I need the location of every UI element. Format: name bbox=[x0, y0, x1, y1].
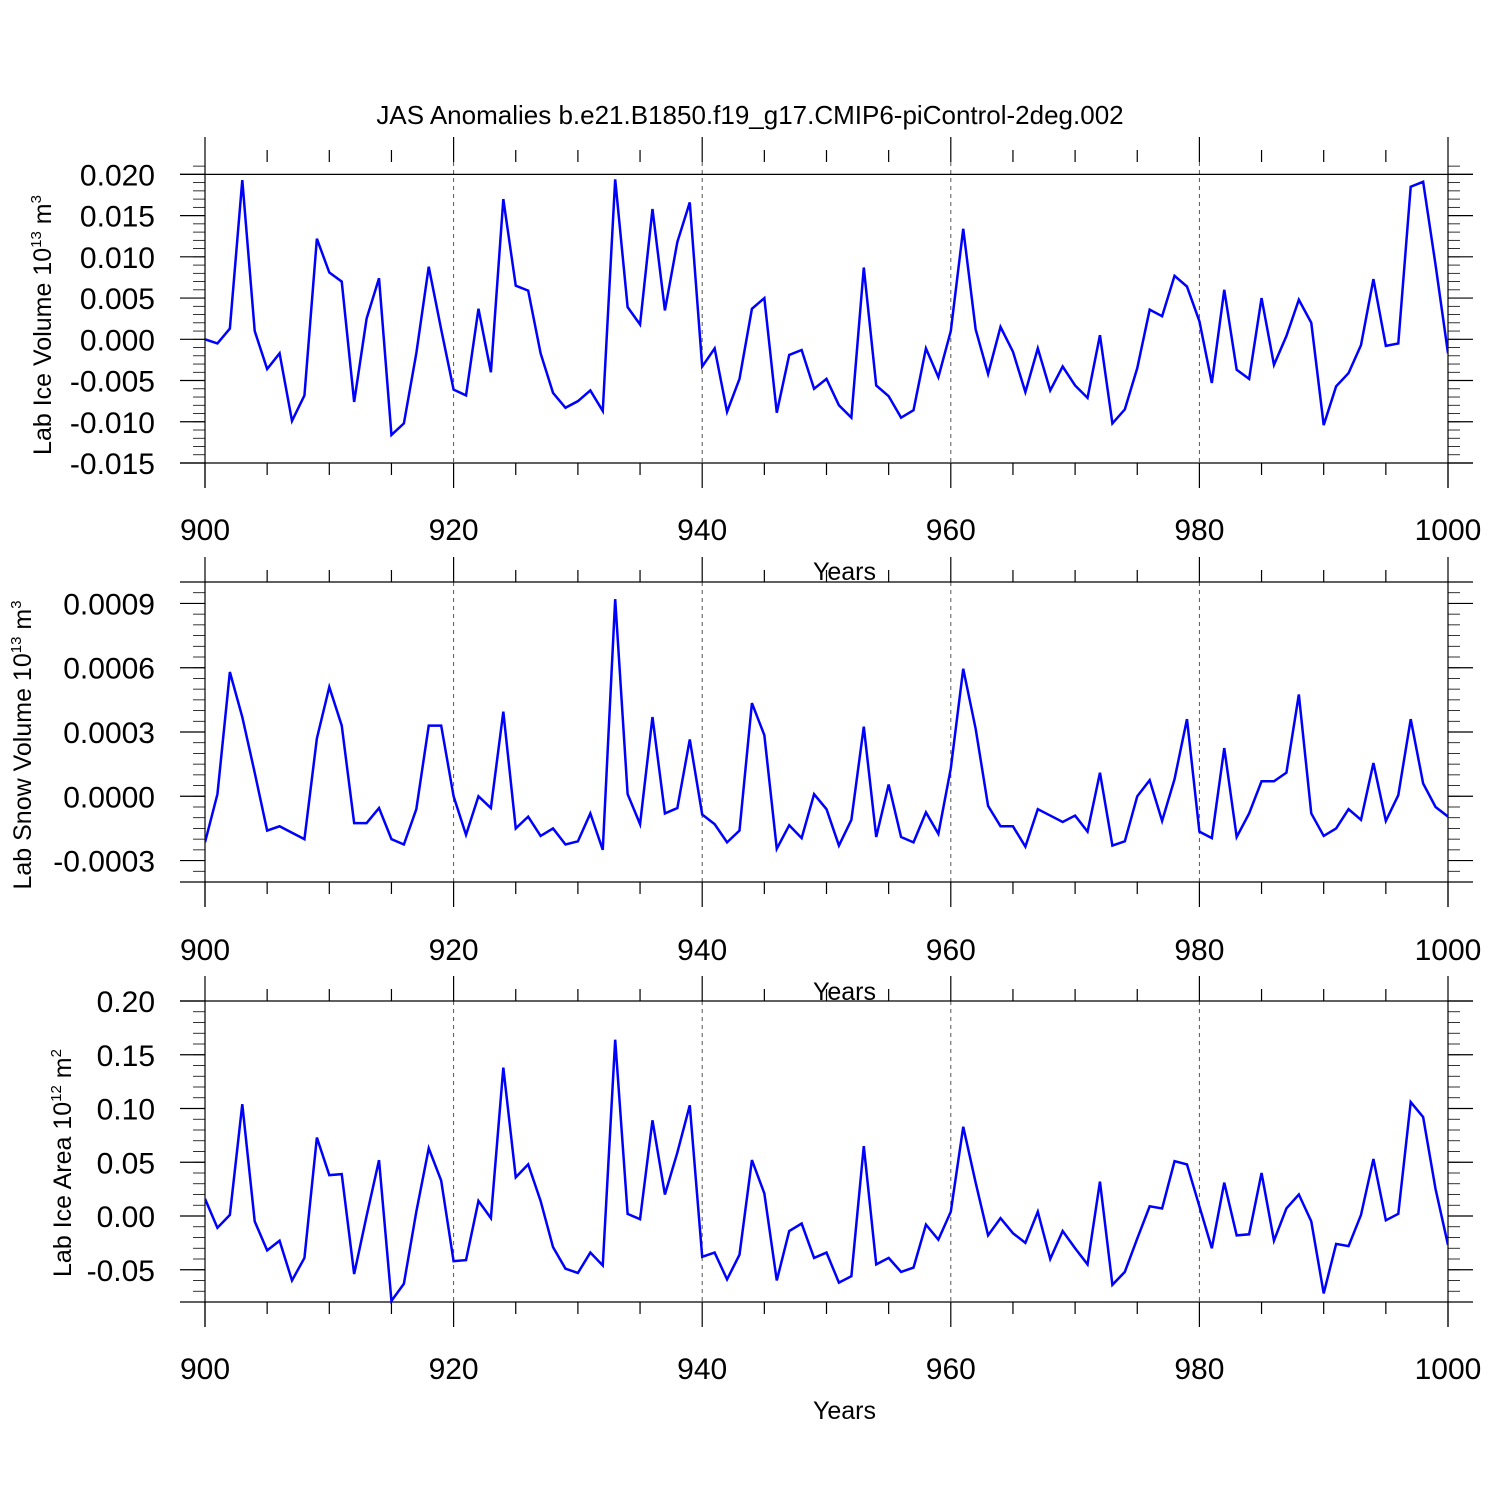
series-line bbox=[205, 599, 1448, 853]
y-tick-label: 0.0006 bbox=[63, 653, 155, 686]
y-tick-label: 0.020 bbox=[80, 159, 155, 192]
y-tick-label: -0.005 bbox=[70, 366, 155, 399]
chart-title: JAS Anomalies b.e21.B1850.f19_g17.CMIP6-… bbox=[376, 100, 1123, 130]
series-line bbox=[205, 179, 1448, 438]
y-tick-label: 0.10 bbox=[97, 1094, 155, 1127]
panel-1: 900 920 940 960 980 1000 0.020 0.015 0.010 0.005 0… bbox=[28, 137, 1481, 586]
y-tick-label: -0.0003 bbox=[53, 846, 155, 879]
y-tick-label: -0.015 bbox=[70, 448, 155, 481]
panel-2: 900 920 940 960 980 1000 0.0009 0.0006 0.0003 0.0… bbox=[8, 557, 1481, 1006]
x-tick-label: 960 bbox=[926, 934, 976, 967]
y-tick-label: 0.15 bbox=[97, 1040, 155, 1073]
y-tick-label: 0.010 bbox=[80, 242, 155, 275]
y-tick-label: 0.0003 bbox=[63, 717, 155, 750]
x-tick-label: 900 bbox=[180, 934, 230, 967]
x-tick-label: 960 bbox=[926, 1353, 976, 1386]
y-tick-label: 0.0009 bbox=[63, 588, 155, 621]
x-tick-label: 920 bbox=[429, 934, 479, 967]
y-axis-label: Lab Snow Volume 1013 m3 bbox=[8, 600, 37, 889]
x-tick-label: 940 bbox=[677, 934, 727, 967]
y-tick-label: -0.05 bbox=[87, 1255, 155, 1288]
y-tick-label: 0.015 bbox=[80, 201, 155, 234]
x-axis-label: Years bbox=[813, 1397, 876, 1425]
y-tick-label: 0.0000 bbox=[63, 781, 155, 814]
series-line bbox=[205, 1039, 1448, 1304]
panel-3: 900 920 940 960 980 1000 0.20 0.15 0.10 0.05 0.00 -… bbox=[48, 976, 1481, 1425]
x-tick-label: 900 bbox=[180, 514, 230, 547]
x-tick-label: 920 bbox=[429, 514, 479, 547]
x-tick-label: 920 bbox=[429, 1353, 479, 1386]
x-tick-label: 900 bbox=[180, 1353, 230, 1386]
y-tick-label: 0.00 bbox=[97, 1201, 155, 1234]
x-tick-label: 980 bbox=[1174, 514, 1224, 547]
x-tick-label: 940 bbox=[677, 1353, 727, 1386]
y-axis-label: Lab Ice Volume 1013 m3 bbox=[28, 195, 57, 455]
x-tick-label: 1000 bbox=[1415, 514, 1482, 547]
y-tick-label: 0.05 bbox=[97, 1147, 155, 1180]
y-tick-label: 0.005 bbox=[80, 283, 155, 316]
x-axis-label: Years bbox=[813, 978, 876, 1006]
y-tick-label: -0.010 bbox=[70, 407, 155, 440]
y-axis-label: Lab Ice Area 1012 m2 bbox=[48, 1049, 77, 1277]
x-tick-label: 940 bbox=[677, 514, 727, 547]
x-tick-label: 980 bbox=[1174, 934, 1224, 967]
x-tick-label: 1000 bbox=[1415, 1353, 1482, 1386]
x-tick-label: 960 bbox=[926, 514, 976, 547]
y-tick-label: 0.000 bbox=[80, 324, 155, 357]
y-tick-label: 0.20 bbox=[97, 986, 155, 1019]
x-tick-label: 1000 bbox=[1415, 934, 1482, 967]
x-axis-label: Years bbox=[813, 558, 876, 586]
x-tick-label: 980 bbox=[1174, 1353, 1224, 1386]
